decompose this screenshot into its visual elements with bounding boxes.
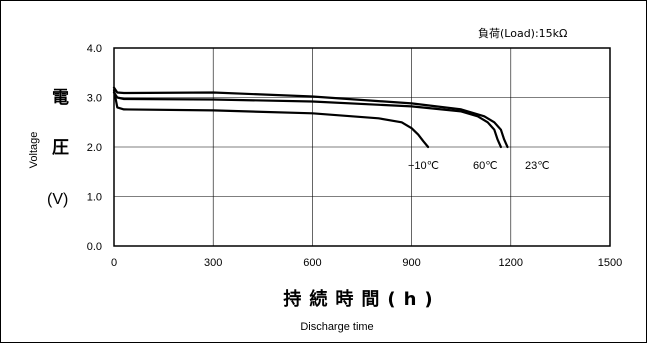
x-tick-label: 1500: [598, 257, 622, 269]
x-tick-label: 1200: [499, 257, 523, 269]
x-tick-label: 300: [204, 257, 222, 269]
series-label-60: 60℃: [473, 160, 498, 172]
x-tick-label: 600: [303, 257, 321, 269]
y-tick-label: 1.0: [87, 192, 102, 204]
series-line-1: [112, 91, 502, 149]
y-tick-labels: 0.0 1.0 2.0 3.0 4.0: [87, 43, 102, 253]
x-axis-label-jp: 持続時間(h): [283, 288, 440, 310]
x-tick-labels: 0 300 600 900 1200 1500: [111, 257, 622, 269]
x-axis-label-en: Discharge time: [300, 321, 373, 333]
y-axis-label-en: Voltage: [28, 132, 40, 169]
series-lines: [112, 86, 509, 149]
y-tick-label: 4.0: [87, 43, 102, 55]
y-tick-label: 3.0: [87, 93, 102, 105]
series-label-23: 23℃: [525, 160, 550, 172]
x-tick-label: 0: [111, 257, 117, 269]
y-axis-unit: (V): [47, 191, 68, 208]
x-tick-label: 900: [402, 257, 420, 269]
series-label-minus10: −10℃: [408, 160, 439, 172]
y-tick-label: 2.0: [87, 142, 102, 154]
load-annotation: 負荷(Load):15kΩ: [478, 27, 567, 40]
y-tick-label: 0.0: [87, 241, 102, 253]
grid: [114, 48, 610, 246]
series-line-2: [112, 88, 430, 149]
y-axis-label-char1: 電: [52, 88, 69, 108]
y-axis-label-char2: 圧: [52, 138, 69, 158]
series-line-0: [112, 86, 509, 149]
